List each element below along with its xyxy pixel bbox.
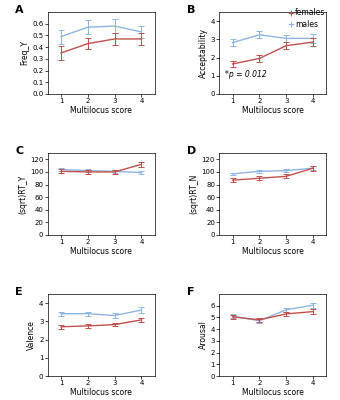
- Text: *p = 0.012: *p = 0.012: [224, 70, 266, 79]
- X-axis label: Multilocus score: Multilocus score: [242, 106, 304, 114]
- Text: B: B: [187, 6, 196, 16]
- Y-axis label: (sqrt)RT_Y: (sqrt)RT_Y: [18, 174, 27, 214]
- X-axis label: Multilocus score: Multilocus score: [242, 246, 304, 256]
- Text: C: C: [15, 146, 23, 156]
- X-axis label: Multilocus score: Multilocus score: [70, 246, 132, 256]
- Y-axis label: Acceptability: Acceptability: [199, 28, 208, 78]
- Text: D: D: [187, 146, 196, 156]
- X-axis label: Multilocus score: Multilocus score: [70, 388, 132, 396]
- Text: F: F: [187, 288, 194, 298]
- Y-axis label: Freq_Y: Freq_Y: [20, 40, 29, 66]
- Text: E: E: [15, 288, 23, 298]
- Y-axis label: Arousal: Arousal: [199, 320, 208, 350]
- Legend: females, males: females, males: [286, 6, 328, 32]
- Text: A: A: [15, 6, 24, 16]
- X-axis label: Multilocus score: Multilocus score: [242, 388, 304, 396]
- X-axis label: Multilocus score: Multilocus score: [70, 106, 132, 114]
- Y-axis label: Valence: Valence: [27, 320, 36, 350]
- Y-axis label: (sqrt)RT_N: (sqrt)RT_N: [190, 174, 199, 214]
